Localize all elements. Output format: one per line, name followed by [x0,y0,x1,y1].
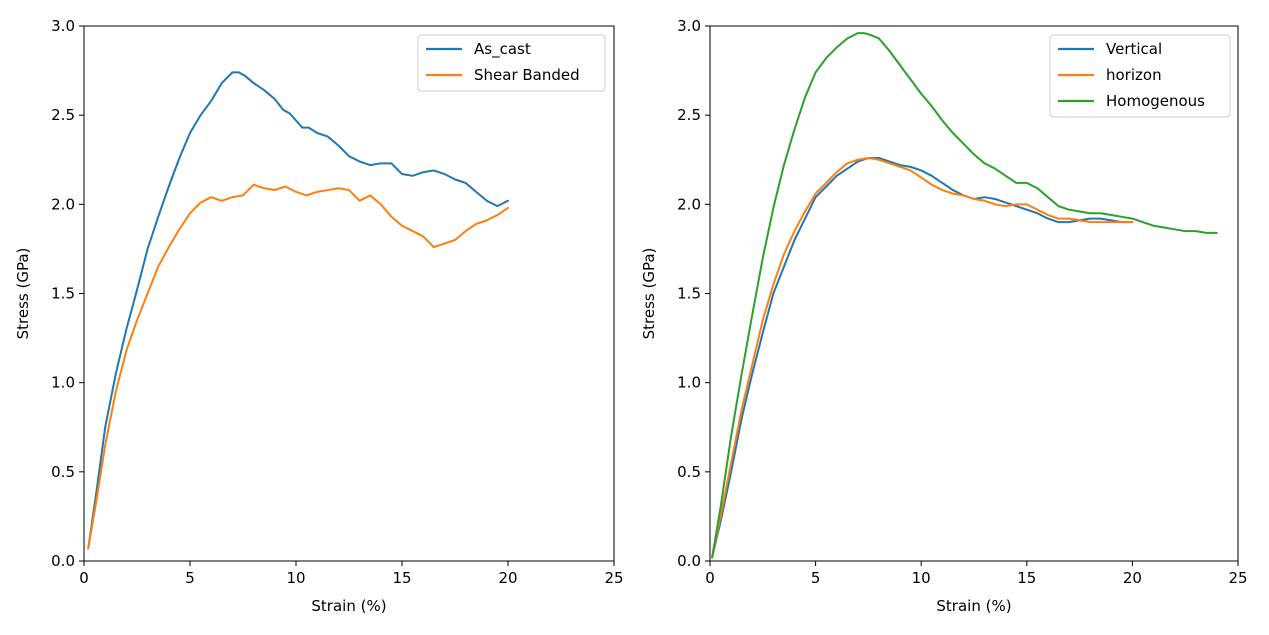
y-tick-label: 3.0 [677,17,701,35]
y-tick-label: 2.0 [677,195,701,213]
legend-label-shear-banded: Shear Banded [474,66,580,84]
legend-label-horizon: horizon [1106,66,1162,84]
series-line-homogenous [711,32,1218,559]
x-tick-label: 10 [912,569,931,587]
x-tick-label: 20 [498,569,517,587]
x-tick-label: 5 [811,569,821,587]
legend-label-homogenous: Homogenous [1106,92,1205,110]
right-chart: 0 5 10 15 20 25 0.0 0.5 1.0 1.5 2.0 2.5 3.0 Strain (%… [640,17,1248,615]
y-tick-label: 2.0 [51,195,75,213]
x-axis-label: Strain (%) [936,597,1011,615]
x-tick-label: 25 [604,569,623,587]
x-tick-label: 15 [392,569,411,587]
x-tick-label: 0 [705,569,715,587]
legend: As_cast Shear Banded [417,34,606,92]
y-tick-label: 0.5 [51,463,75,481]
legend: Vertical horizon Homogenous [1049,34,1231,118]
y-axis-label: Stress (GPa) [14,248,32,340]
legend-box [417,34,606,92]
x-tick-label: 10 [286,569,305,587]
x-tick-label: 20 [1123,569,1142,587]
left-chart: 0 5 10 15 20 25 0.0 0.5 1.0 1.5 2.0 2.5 3.0 Strain (%… [14,17,624,615]
series-line-vertical [711,156,1134,559]
y-tick-label: 1.0 [51,374,75,392]
legend-box [1049,34,1231,118]
x-axis-label: Strain (%) [311,597,386,615]
x-tick-label: 15 [1017,569,1036,587]
x-tick-label: 25 [1228,569,1247,587]
y-tick-label: 1.0 [677,374,701,392]
series-line-as-cast [87,71,509,550]
y-tick-label: 2.5 [677,106,701,124]
series-line-shear-banded [87,183,509,550]
y-tick-label: 1.5 [677,285,701,303]
legend-label-vertical: Vertical [1106,40,1162,58]
y-tick-label: 1.5 [51,285,75,303]
x-tick-label: 0 [79,569,89,587]
y-tick-label: 3.0 [51,17,75,35]
y-tick-label: 0.0 [51,552,75,570]
legend-label-as-cast: As_cast [474,40,531,59]
y-axis-label: Stress (GPa) [640,248,658,340]
y-tick-label: 0.0 [677,552,701,570]
y-tick-label: 2.5 [51,106,75,124]
y-tick-label: 0.5 [677,463,701,481]
series-line-horizon [711,156,1134,559]
x-tick-label: 5 [185,569,195,587]
